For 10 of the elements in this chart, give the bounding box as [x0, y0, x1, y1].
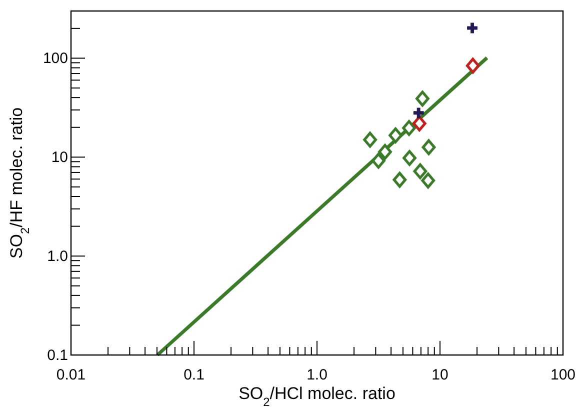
y-tick-label: 100 — [42, 50, 68, 68]
x-tick-label: 1.0 — [306, 366, 328, 384]
y-tick-label: 1.0 — [47, 248, 68, 265]
x-axis-title: SO$_{2}$/HCl molec. ratio — [238, 384, 396, 407]
x-tick-label: 0.01 — [56, 366, 86, 384]
x-tick-label: 100 — [550, 366, 576, 384]
y-tick-label: 10 — [51, 148, 68, 166]
y-tick-label: 0.1 — [47, 346, 68, 364]
x-tick-label: 10 — [432, 366, 448, 384]
x-tick-label: 0.1 — [184, 366, 204, 384]
